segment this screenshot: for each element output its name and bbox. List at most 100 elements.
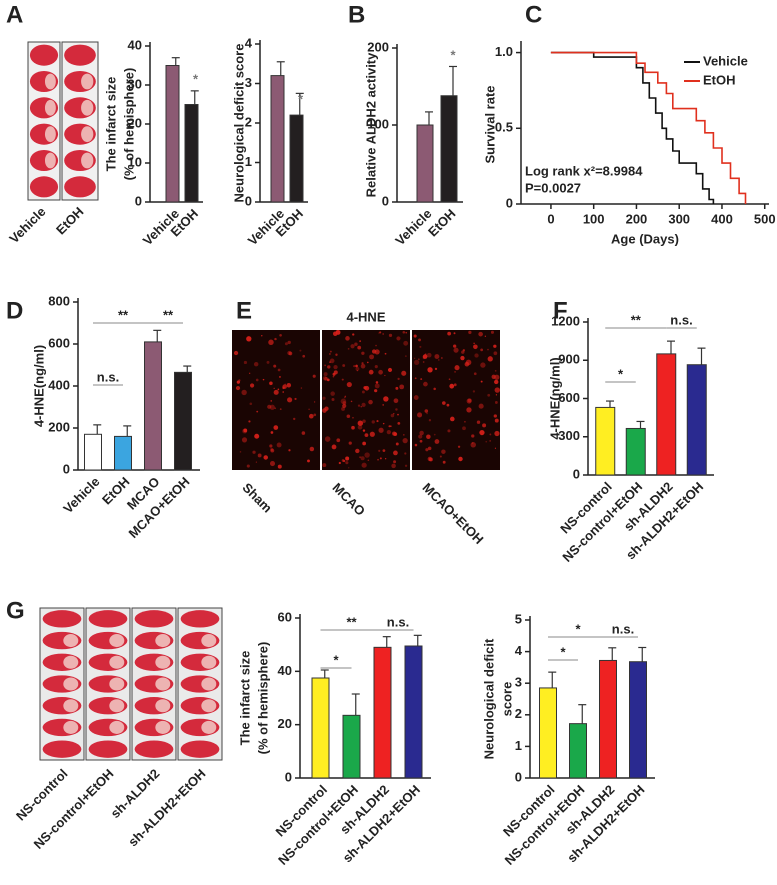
stain bbox=[403, 340, 409, 346]
stain bbox=[255, 461, 258, 463]
stain bbox=[401, 370, 407, 376]
annotation: n.s. bbox=[670, 312, 692, 327]
stain bbox=[414, 359, 420, 365]
brain-slice bbox=[180, 740, 220, 758]
stain bbox=[466, 407, 472, 413]
y-axis-label: Neurological deficit bbox=[481, 638, 496, 759]
x-tick-label: EtOH bbox=[425, 206, 459, 240]
infarct bbox=[109, 634, 125, 648]
y-tick-label: 200 bbox=[48, 419, 70, 434]
stain bbox=[277, 464, 282, 469]
y-tick-label: 3 bbox=[515, 675, 522, 690]
stain bbox=[342, 364, 346, 367]
stain bbox=[413, 357, 416, 360]
stain bbox=[362, 429, 366, 432]
stain bbox=[282, 384, 287, 389]
stain bbox=[383, 396, 389, 402]
brain-slice bbox=[64, 44, 96, 66]
infarct bbox=[44, 99, 56, 116]
stain bbox=[422, 361, 425, 363]
stain bbox=[378, 449, 381, 452]
bar bbox=[599, 659, 617, 779]
y-tick-label: 0 bbox=[135, 193, 142, 208]
stain bbox=[414, 443, 418, 447]
stain bbox=[324, 364, 326, 367]
stain bbox=[471, 442, 474, 444]
stain bbox=[241, 437, 248, 443]
stain bbox=[360, 456, 365, 461]
stain bbox=[413, 334, 417, 338]
stain bbox=[404, 355, 407, 358]
brain-slice bbox=[42, 740, 82, 758]
stain bbox=[340, 398, 347, 405]
stain bbox=[363, 386, 367, 390]
panel-letter: G bbox=[6, 597, 25, 624]
stain bbox=[287, 350, 292, 356]
stain bbox=[276, 442, 282, 448]
stain bbox=[424, 409, 429, 413]
stain bbox=[331, 444, 337, 450]
survival-line bbox=[550, 51, 747, 204]
y-tick-label: 100 bbox=[367, 116, 389, 131]
stain bbox=[243, 428, 248, 433]
stain bbox=[273, 389, 279, 395]
stain bbox=[350, 344, 355, 349]
stain bbox=[347, 347, 350, 350]
stain bbox=[484, 335, 487, 337]
stain bbox=[487, 393, 491, 397]
stain bbox=[376, 420, 379, 423]
x-tick-label: 500 bbox=[754, 211, 776, 226]
stain bbox=[361, 402, 366, 407]
bar bbox=[625, 427, 646, 476]
annotation: ** bbox=[346, 614, 357, 629]
stain bbox=[425, 448, 429, 452]
stain bbox=[478, 331, 483, 337]
stain bbox=[293, 417, 296, 421]
survival-line bbox=[550, 51, 715, 204]
annotation: * bbox=[298, 91, 304, 106]
stain bbox=[490, 330, 494, 334]
y-tick-label: 5 bbox=[515, 611, 522, 626]
stain bbox=[473, 344, 478, 350]
y-axis-label: Survival rate bbox=[482, 85, 497, 163]
stain bbox=[384, 352, 387, 355]
stain bbox=[428, 419, 432, 422]
stain bbox=[461, 350, 465, 354]
stain bbox=[493, 351, 498, 356]
stain bbox=[442, 401, 446, 405]
annotation: ** bbox=[631, 312, 642, 327]
brain-slice bbox=[88, 610, 128, 628]
stain bbox=[270, 448, 275, 453]
brain-slice bbox=[88, 740, 128, 758]
stain bbox=[261, 335, 263, 337]
stain bbox=[446, 403, 450, 407]
stain bbox=[424, 353, 427, 356]
stain bbox=[341, 459, 345, 462]
stain bbox=[350, 400, 353, 403]
y-axis-label: Relative ALDH2 activity bbox=[363, 52, 378, 198]
stain bbox=[274, 407, 277, 410]
legend-label: Vehicle bbox=[703, 53, 748, 68]
stain bbox=[418, 338, 421, 342]
image-label: MCAO+EtOH bbox=[419, 480, 486, 547]
stain bbox=[375, 381, 379, 384]
stain bbox=[322, 463, 327, 468]
bar bbox=[311, 677, 330, 779]
infarct bbox=[201, 655, 217, 669]
stain bbox=[396, 336, 401, 341]
bar bbox=[686, 364, 707, 476]
stain bbox=[359, 340, 361, 342]
stain bbox=[480, 348, 484, 352]
stain bbox=[457, 445, 461, 448]
stain bbox=[420, 378, 423, 381]
legend-label: EtOH bbox=[703, 72, 736, 87]
stain bbox=[269, 404, 275, 410]
stain bbox=[330, 391, 335, 396]
micrograph bbox=[232, 330, 320, 470]
stain bbox=[395, 442, 399, 446]
stain bbox=[267, 404, 272, 409]
stain bbox=[270, 400, 273, 402]
stain bbox=[329, 353, 331, 355]
stain bbox=[493, 344, 497, 348]
stain bbox=[438, 359, 440, 361]
